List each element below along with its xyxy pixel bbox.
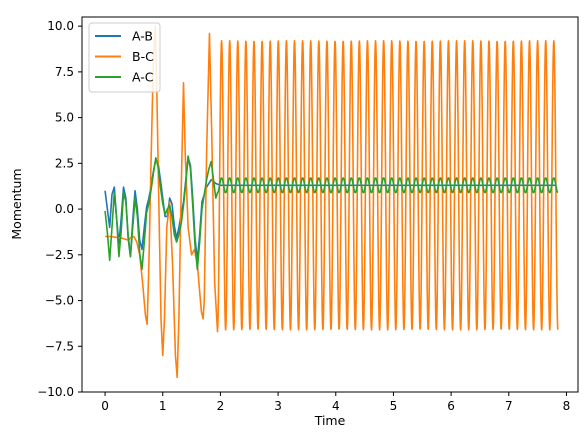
y-tick-label: −5.0 [45, 294, 74, 308]
axes-frame [81, 16, 579, 393]
x-tick-label: 6 [447, 399, 455, 413]
plot-area [104, 25, 559, 379]
y-tick-label: −2.5 [45, 248, 74, 262]
y-tick-label: 10.0 [47, 19, 74, 33]
legend: A-B B-C A-C [88, 22, 161, 93]
y-tick-label: −7.5 [45, 339, 74, 353]
legend-label: A-B [132, 29, 153, 44]
legend-label: B-C [132, 49, 154, 64]
y-axis-label: Momentum [9, 168, 24, 239]
x-tick-label: 5 [390, 399, 398, 413]
x-axis-label: Time [314, 413, 346, 428]
x-tick-label: 7 [505, 399, 513, 413]
x-tick-label: 0 [101, 399, 109, 413]
axis-ticks: 0 1 2 3 4 5 6 7 8 10.0 7.5 5.0 2.5 0.0 −2.5 −5.0 −7.5 −10… [37, 19, 570, 413]
y-tick-label: 7.5 [55, 65, 74, 79]
y-tick-label: 5.0 [55, 111, 74, 125]
series-line-a-c [104, 155, 559, 271]
y-tick-label: 2.5 [55, 156, 74, 170]
legend-box [88, 22, 161, 93]
x-tick-label: 2 [217, 399, 225, 413]
x-tick-label: 8 [563, 399, 571, 413]
legend-label: A-C [132, 70, 154, 85]
series-line-b-c [105, 25, 559, 379]
x-tick-label: 3 [274, 399, 282, 413]
x-tick-label: 4 [332, 399, 340, 413]
y-tick-label: −10.0 [37, 385, 74, 399]
x-tick-label: 1 [159, 399, 167, 413]
y-tick-label: 0.0 [55, 202, 74, 216]
